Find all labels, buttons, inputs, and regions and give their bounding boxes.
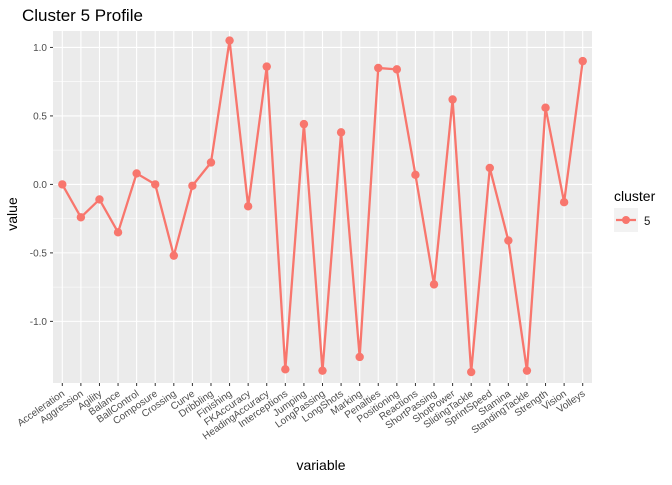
legend: cluster 5 bbox=[614, 188, 656, 232]
data-point bbox=[485, 163, 494, 173]
data-point bbox=[132, 169, 141, 178]
data-point bbox=[429, 280, 439, 289]
data-point bbox=[448, 95, 457, 104]
data-point bbox=[559, 198, 569, 207]
legend-entry-label: 5 bbox=[644, 216, 650, 228]
grid-major bbox=[53, 31, 592, 383]
data-point bbox=[522, 366, 532, 375]
data-point bbox=[392, 65, 402, 74]
data-point bbox=[374, 63, 383, 73]
y-tick-label: -0.5 bbox=[30, 248, 48, 259]
data-point bbox=[169, 251, 179, 260]
y-tick-label: 0.0 bbox=[33, 180, 47, 191]
y-tick-label: 1.0 bbox=[33, 43, 47, 54]
data-point bbox=[113, 228, 123, 237]
data-point bbox=[58, 180, 67, 189]
y-tick-label: -1.0 bbox=[30, 317, 48, 328]
data-point bbox=[95, 195, 104, 204]
data-point bbox=[541, 103, 550, 112]
data-point bbox=[411, 170, 420, 180]
data-point bbox=[243, 202, 253, 211]
data-point bbox=[281, 365, 290, 374]
y-axis: -1.0 -0.5 0.0 0.5 1.0 bbox=[30, 43, 53, 328]
data-point bbox=[466, 367, 476, 377]
data-point bbox=[188, 181, 197, 190]
data-point bbox=[262, 62, 271, 71]
series-layer bbox=[58, 36, 587, 377]
data-point bbox=[76, 213, 86, 222]
data-point bbox=[206, 158, 216, 167]
y-tick-label: 0.5 bbox=[33, 111, 47, 122]
legend-key-point bbox=[622, 216, 630, 224]
data-point bbox=[151, 180, 160, 189]
data-point bbox=[504, 236, 513, 245]
y-axis-title: value bbox=[4, 197, 20, 231]
legend-title: cluster bbox=[614, 188, 656, 204]
chart-title: Cluster 5 Profile bbox=[22, 6, 143, 25]
data-point bbox=[299, 119, 309, 129]
data-point bbox=[336, 128, 346, 137]
data-point bbox=[355, 352, 364, 362]
data-point bbox=[578, 56, 587, 66]
data-point bbox=[225, 36, 234, 45]
data-point bbox=[318, 366, 327, 375]
x-axis-title: variable bbox=[296, 457, 345, 473]
